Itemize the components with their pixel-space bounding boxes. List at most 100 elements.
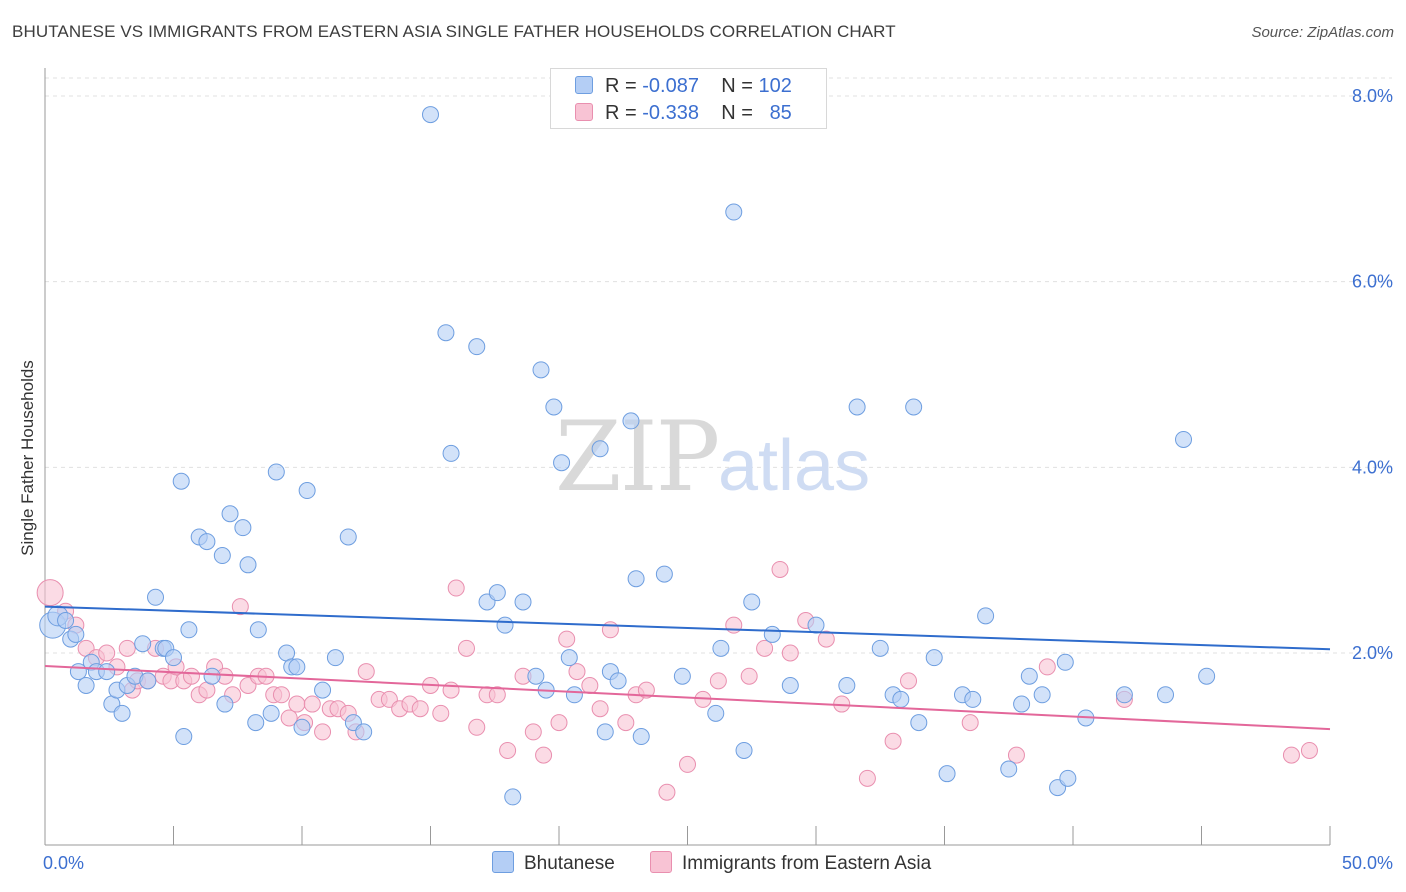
data-point [139,672,157,690]
data-point [165,649,182,667]
series-immigrants-from-eastern-asia [36,560,1318,801]
data-point [468,338,486,356]
data-point [496,616,514,634]
legend-row-bhutanese: R = -0.087 N = 102 [575,75,792,99]
data-point [288,695,306,713]
trend-line-immigrants [44,664,1331,731]
data-point [272,686,290,704]
data-point [1059,769,1077,787]
data-point [679,755,696,773]
data-point [532,361,550,379]
legend-label-immigrants: Immigrants from Eastern Asia [682,853,932,874]
legend-label-bhutanese: Bhutanese [524,853,615,874]
data-point [568,663,586,681]
data-point [964,690,982,708]
legend-r-label: R = [605,75,637,97]
data-point [535,746,553,764]
data-point [707,704,725,722]
data-point [57,612,75,630]
data-point [267,463,285,481]
x-tick-label: 50.0% [1342,853,1393,873]
data-point [627,570,645,588]
trend-lines [44,605,1331,731]
y-axis-label: Single Father Households [18,360,37,556]
data-point [622,412,640,430]
data-point [1056,653,1074,671]
series-bhutanese [39,106,1216,806]
chart-source: Source: ZipAtlas.com [1251,24,1394,41]
data-point [781,676,799,694]
data-point [910,714,928,732]
data-point [756,639,774,657]
data-point [637,681,655,699]
data-point [411,700,429,718]
data-point [961,714,979,732]
data-point [262,704,280,722]
legend-swatch-pink [650,851,672,873]
data-point [437,324,455,342]
legend-n-label: N = [721,75,753,97]
data-point [172,472,190,490]
data-point [838,676,856,694]
data-point [442,444,460,462]
data-point [504,788,522,806]
data-point [771,560,789,578]
legend-n-value: 102 [758,75,792,97]
legend-r-value: -0.087 [642,75,699,97]
data-point [147,588,165,606]
data-point [871,639,889,657]
data-point [468,718,486,736]
data-point [763,625,781,643]
data-point [422,106,439,124]
data-point [499,741,517,759]
data-point [280,709,298,727]
data-point [609,672,627,690]
data-point [442,681,460,699]
data-point [1300,741,1318,759]
data-point [658,783,676,801]
legend-item-immigrants: Immigrants from Eastern Asia [650,851,931,875]
legend-swatch-pink [575,103,593,121]
data-point [1198,667,1216,685]
data-point [36,579,64,607]
data-point [900,672,918,690]
data-point [617,714,635,732]
data-point [673,667,691,685]
data-point [884,732,902,750]
chart-title: BHUTANESE VS IMMIGRANTS FROM EASTERN ASI… [12,22,896,41]
data-point [550,714,568,732]
data-point [355,723,373,741]
data-point [457,639,475,657]
data-point [740,667,758,685]
legend-item-bhutanese: Bhutanese [492,851,615,875]
data-point [1020,667,1038,685]
data-point [1157,686,1175,704]
data-point [239,556,257,574]
data-point [1013,695,1031,713]
data-point [231,598,249,616]
data-point [905,398,923,416]
data-point [524,723,542,741]
data-point [1000,760,1018,778]
tick-labels: 2.0% 4.0% 6.0% 8.0% 0.0% 50.0% [43,86,1393,873]
data-point [545,398,563,416]
data-point [591,440,609,458]
data-point [725,616,743,634]
data-point [591,700,609,718]
data-point [288,658,306,676]
data-point [180,621,198,639]
data-point [98,663,116,681]
data-point [553,454,571,472]
data-point [1282,746,1300,764]
data-point [817,630,835,648]
data-point [447,579,465,597]
data-point [709,672,727,690]
y-tick-label: 2.0% [1352,643,1393,663]
data-point [203,667,221,685]
y-tick-label: 4.0% [1352,457,1393,477]
data-point [357,663,375,681]
data-point [298,482,316,500]
data-point [303,695,321,713]
data-point [488,686,506,704]
